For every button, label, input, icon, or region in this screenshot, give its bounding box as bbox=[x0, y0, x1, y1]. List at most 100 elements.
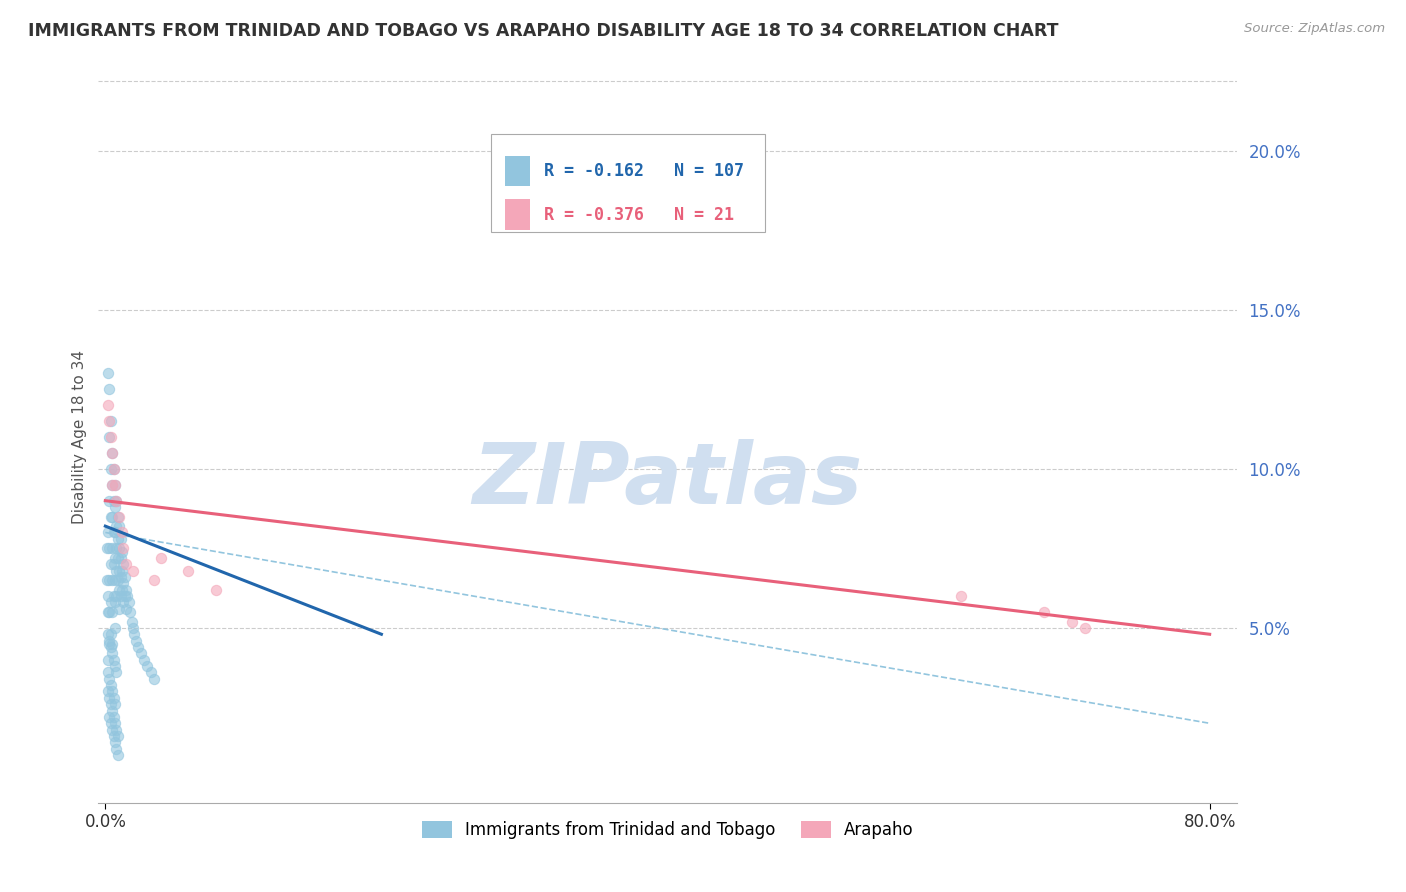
Point bbox=[103, 589, 125, 603]
Point bbox=[105, 589, 128, 603]
Point bbox=[101, 477, 124, 491]
Point bbox=[104, 573, 127, 587]
Point bbox=[105, 564, 128, 578]
Point bbox=[114, 570, 136, 584]
Point bbox=[103, 493, 125, 508]
Point bbox=[103, 729, 125, 743]
Point bbox=[97, 525, 120, 540]
Point bbox=[108, 564, 131, 578]
Point bbox=[1074, 621, 1097, 635]
Point bbox=[97, 367, 120, 381]
Point bbox=[107, 729, 129, 743]
Point bbox=[108, 519, 131, 533]
Point bbox=[139, 665, 162, 680]
Point bbox=[114, 589, 136, 603]
Legend: Immigrants from Trinidad and Tobago, Arapaho: Immigrants from Trinidad and Tobago, Ara… bbox=[415, 814, 921, 846]
Point bbox=[110, 589, 132, 603]
Point bbox=[110, 532, 132, 546]
Point bbox=[101, 446, 124, 460]
Point bbox=[98, 573, 121, 587]
Point bbox=[105, 519, 128, 533]
Point bbox=[100, 414, 122, 428]
Point bbox=[108, 602, 131, 616]
Point bbox=[101, 541, 124, 556]
Point bbox=[104, 525, 127, 540]
Point bbox=[96, 541, 118, 556]
Point bbox=[97, 589, 120, 603]
Point bbox=[104, 659, 127, 673]
Point bbox=[132, 653, 155, 667]
Point bbox=[111, 544, 134, 558]
Point bbox=[105, 493, 128, 508]
Point bbox=[104, 621, 127, 635]
Point bbox=[204, 582, 226, 597]
Point bbox=[104, 550, 127, 565]
Point bbox=[97, 398, 120, 412]
Point bbox=[100, 627, 122, 641]
Point bbox=[101, 704, 124, 718]
Point bbox=[100, 462, 122, 476]
Text: IMMIGRANTS FROM TRINIDAD AND TOBAGO VS ARAPAHO DISABILITY AGE 18 TO 34 CORRELATI: IMMIGRANTS FROM TRINIDAD AND TOBAGO VS A… bbox=[28, 22, 1059, 40]
Point bbox=[107, 748, 129, 763]
Point bbox=[1033, 605, 1056, 619]
Point bbox=[100, 509, 122, 524]
Point bbox=[101, 646, 124, 660]
Point bbox=[111, 582, 134, 597]
Point bbox=[101, 446, 124, 460]
Point bbox=[100, 716, 122, 731]
Point bbox=[101, 684, 124, 698]
Point bbox=[111, 564, 134, 578]
Point bbox=[97, 665, 120, 680]
Point bbox=[103, 690, 125, 705]
Point bbox=[108, 541, 131, 556]
Point bbox=[103, 653, 125, 667]
Point bbox=[107, 532, 129, 546]
Point bbox=[135, 659, 157, 673]
Point bbox=[950, 589, 973, 603]
Point bbox=[98, 414, 121, 428]
Point bbox=[98, 493, 121, 508]
Point bbox=[107, 550, 129, 565]
Point bbox=[100, 640, 122, 654]
Point bbox=[120, 605, 142, 619]
Bar bbox=[505, 156, 530, 186]
Point bbox=[104, 595, 127, 609]
Point bbox=[97, 653, 120, 667]
Point bbox=[104, 716, 127, 731]
Point bbox=[100, 595, 122, 609]
Point bbox=[98, 430, 121, 444]
Point bbox=[122, 621, 145, 635]
Point bbox=[103, 462, 125, 476]
Point bbox=[115, 602, 138, 616]
Point bbox=[108, 582, 131, 597]
Point bbox=[98, 637, 121, 651]
Point bbox=[105, 541, 128, 556]
Point bbox=[115, 582, 138, 597]
Point bbox=[107, 509, 129, 524]
Point bbox=[122, 564, 145, 578]
Point bbox=[103, 710, 125, 724]
Point bbox=[108, 509, 131, 524]
Point bbox=[105, 665, 128, 680]
Point bbox=[111, 525, 134, 540]
Point bbox=[112, 558, 135, 572]
Point bbox=[127, 640, 149, 654]
Point bbox=[101, 573, 124, 587]
Point bbox=[98, 383, 121, 397]
Point bbox=[104, 500, 127, 514]
Point bbox=[98, 605, 121, 619]
Point bbox=[110, 570, 132, 584]
Point bbox=[98, 690, 121, 705]
Point bbox=[100, 697, 122, 711]
Point bbox=[1060, 615, 1083, 629]
Point bbox=[105, 723, 128, 737]
FancyBboxPatch shape bbox=[491, 134, 765, 232]
Point bbox=[125, 633, 148, 648]
Point bbox=[115, 558, 138, 572]
Point bbox=[149, 550, 172, 565]
Point bbox=[103, 462, 125, 476]
Point bbox=[101, 605, 124, 619]
Point bbox=[104, 735, 127, 749]
Text: R = -0.162   N = 107: R = -0.162 N = 107 bbox=[544, 162, 744, 180]
Point bbox=[98, 710, 121, 724]
